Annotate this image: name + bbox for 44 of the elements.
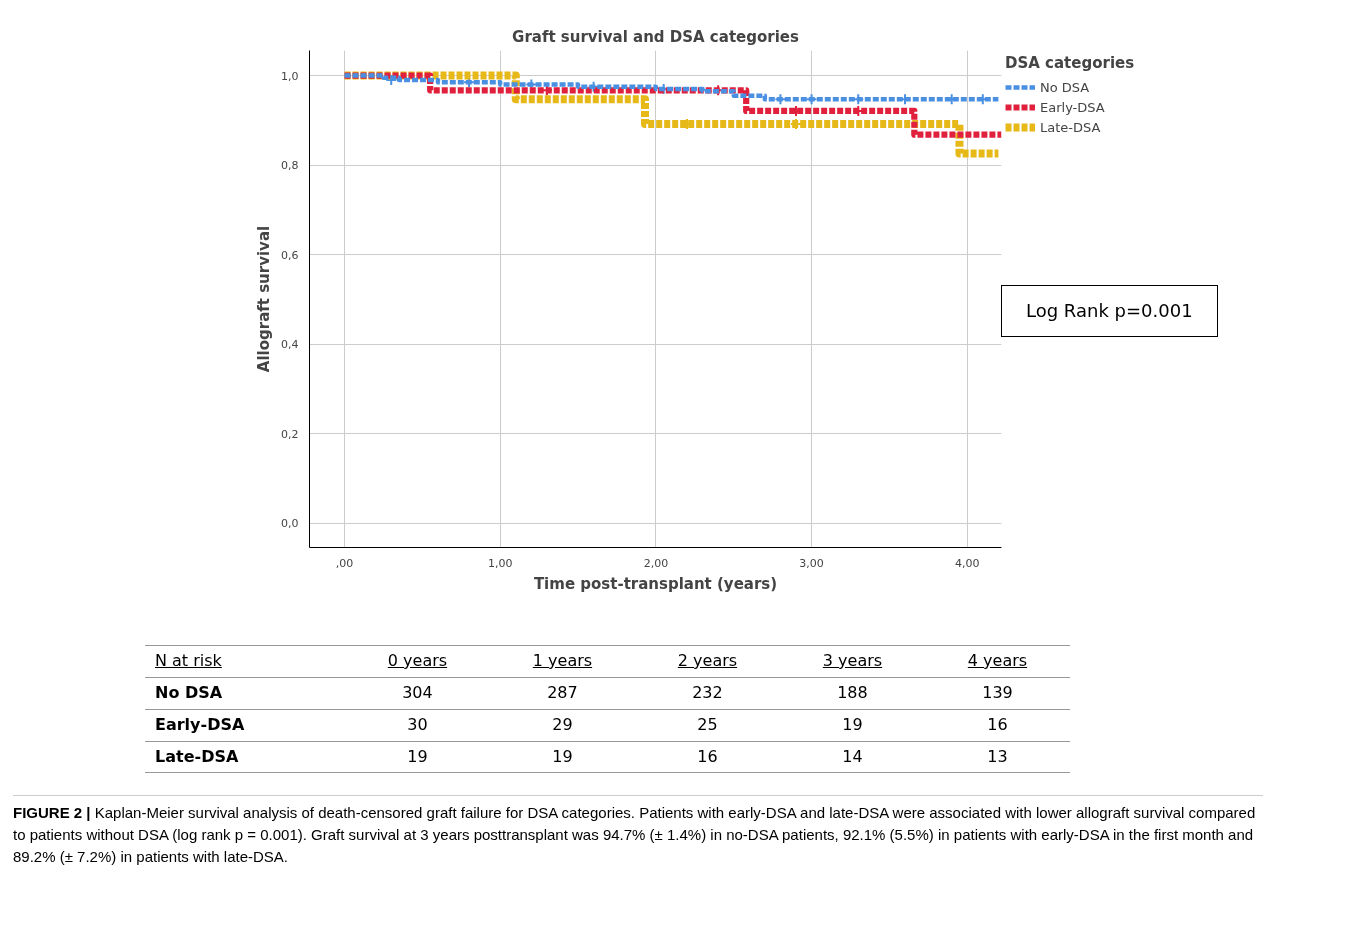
- y-axis-title: Allograft survival: [255, 225, 274, 373]
- text: 30: [344, 709, 490, 742]
- legend-label: Early-DSA: [1040, 99, 1105, 115]
- text: 25: [634, 709, 780, 742]
- text: 16: [634, 741, 780, 773]
- x-tick-label: 4,00: [955, 556, 980, 570]
- x-tick-label: 2,00: [643, 556, 669, 570]
- text: 16: [924, 709, 1070, 742]
- legend-title: DSA categories: [1005, 54, 1135, 72]
- text: Late-DSA: [145, 741, 345, 773]
- x-tick-label: ,00: [335, 556, 354, 570]
- text: No DSA: [145, 677, 345, 710]
- text: Log Rank p=0.001: [1001, 285, 1218, 337]
- y-tick-label: 0,6: [281, 248, 299, 262]
- text: 19: [779, 709, 925, 742]
- text: 3 years: [779, 645, 925, 678]
- text: N at risk: [145, 645, 345, 678]
- caption: FIGURE 2 | Kaplan-Meier survival analysis of death-censored graft failure for DSA categories. Patients with early-DSA and late-DSA were associated with lower allograft survival compared to patients without DSA (log rank p = 0.001). Graft survival at 3 years posttransplant was 94.7% (± 1.4%) in no-DSA patients, 92.1% (5.5%) in patients with early-DSA in the first month and 89.2% (± 7.2%) in patients with late-DSA.: [13, 795, 1263, 868]
- text: 13: [924, 741, 1070, 773]
- y-tick-label: 1,0: [281, 69, 299, 83]
- text: 188: [779, 677, 925, 710]
- text: Early-DSA: [145, 709, 345, 742]
- text: 1 years: [489, 645, 635, 678]
- text: 19: [489, 741, 635, 773]
- text: 139: [924, 677, 1070, 710]
- text: 29: [489, 709, 635, 742]
- text: 2 years: [634, 645, 780, 678]
- x-axis-title: Time post-transplant (years): [533, 574, 778, 593]
- legend-label: Late-DSA: [1040, 119, 1101, 135]
- chart-title: Graft survival and DSA categories: [512, 27, 799, 46]
- text: 304: [344, 677, 490, 710]
- legend-label: No DSA: [1040, 79, 1090, 95]
- y-tick-label: 0,8: [281, 159, 299, 173]
- x-tick-label: 3,00: [799, 556, 824, 570]
- x-tick-label: 1,00: [487, 556, 513, 570]
- text: 0 years: [344, 645, 490, 678]
- text: 19: [344, 741, 490, 773]
- text: 232: [634, 677, 780, 710]
- text: 4 years: [924, 645, 1070, 678]
- y-tick-label: 0,4: [281, 338, 299, 352]
- text: 14: [779, 741, 925, 773]
- y-tick-label: 0,0: [281, 517, 299, 531]
- text: 287: [489, 677, 635, 710]
- y-tick-label: 0,2: [281, 427, 299, 441]
